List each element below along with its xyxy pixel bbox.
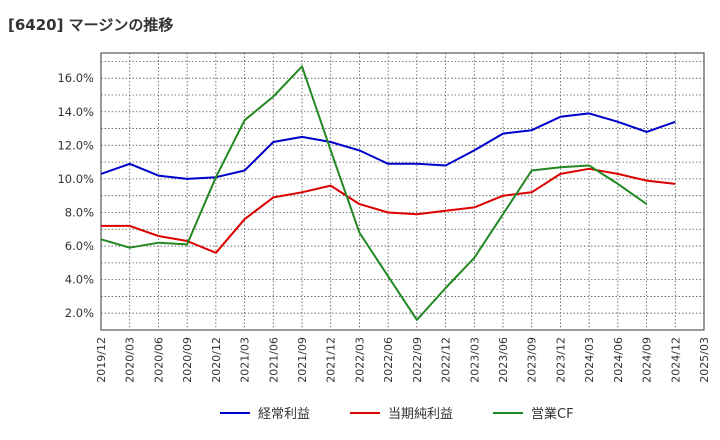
plot-area	[100, 52, 705, 331]
x-tick-label: 2025/03	[698, 337, 711, 383]
legend-label-1: 当期純利益	[388, 407, 453, 422]
x-tick-label: 2023/06	[497, 337, 510, 383]
legend-label-2: 営業CF	[531, 406, 574, 422]
x-tick-label: 2020/09	[181, 337, 194, 383]
x-tick-label: 2023/12	[554, 337, 567, 383]
y-axis-ticks: 2.0% 4.0% 6.0% 8.0% 10.0% 12.0% 14.0% 16.0%	[57, 71, 94, 320]
series-line-2	[100, 65, 648, 321]
y-tick-label: 16.0%	[57, 71, 94, 85]
x-tick-label: 2024/12	[669, 337, 682, 383]
y-tick-label: 10.0%	[57, 172, 94, 186]
x-tick-label: 2020/03	[124, 337, 137, 383]
x-tick-label: 2023/03	[468, 337, 481, 383]
legend: 経常利益 当期純利益 営業CF	[220, 406, 574, 422]
x-tick-label: 2019/12	[95, 337, 108, 383]
series-line-1	[101, 167, 676, 254]
x-tick-label: 2022/03	[353, 337, 366, 383]
x-tick-label: 2021/12	[325, 337, 338, 383]
x-tick-label: 2021/09	[296, 337, 309, 383]
x-axis-ticks: 2019/12 2020/03 2020/06 2020/09 2020/12 2021/…	[95, 337, 711, 383]
y-tick-label: 8.0%	[65, 205, 94, 219]
x-tick-label: 2021/03	[239, 337, 252, 383]
y-tick-label: 6.0%	[65, 239, 94, 253]
y-tick-label: 2.0%	[65, 306, 94, 320]
x-tick-label: 2020/12	[210, 337, 223, 383]
x-tick-label: 2024/03	[583, 337, 596, 383]
chart-title: [6420] マージンの推移	[8, 16, 174, 34]
x-tick-label: 2020/06	[152, 337, 165, 383]
series-line-0	[100, 112, 676, 180]
x-tick-label: 2022/09	[411, 337, 424, 383]
x-tick-label: 2024/06	[612, 337, 625, 383]
y-tick-label: 12.0%	[57, 138, 94, 152]
y-tick-label: 4.0%	[65, 273, 94, 287]
legend-label-0: 経常利益	[258, 407, 310, 422]
x-tick-label: 2024/09	[641, 337, 654, 383]
grid	[101, 53, 704, 330]
y-tick-label: 14.0%	[57, 105, 94, 119]
x-tick-label: 2022/12	[440, 337, 453, 383]
series-lines	[100, 65, 676, 321]
x-tick-label: 2022/06	[382, 337, 395, 383]
x-tick-label: 2023/09	[526, 337, 539, 383]
x-tick-label: 2021/06	[267, 337, 280, 383]
